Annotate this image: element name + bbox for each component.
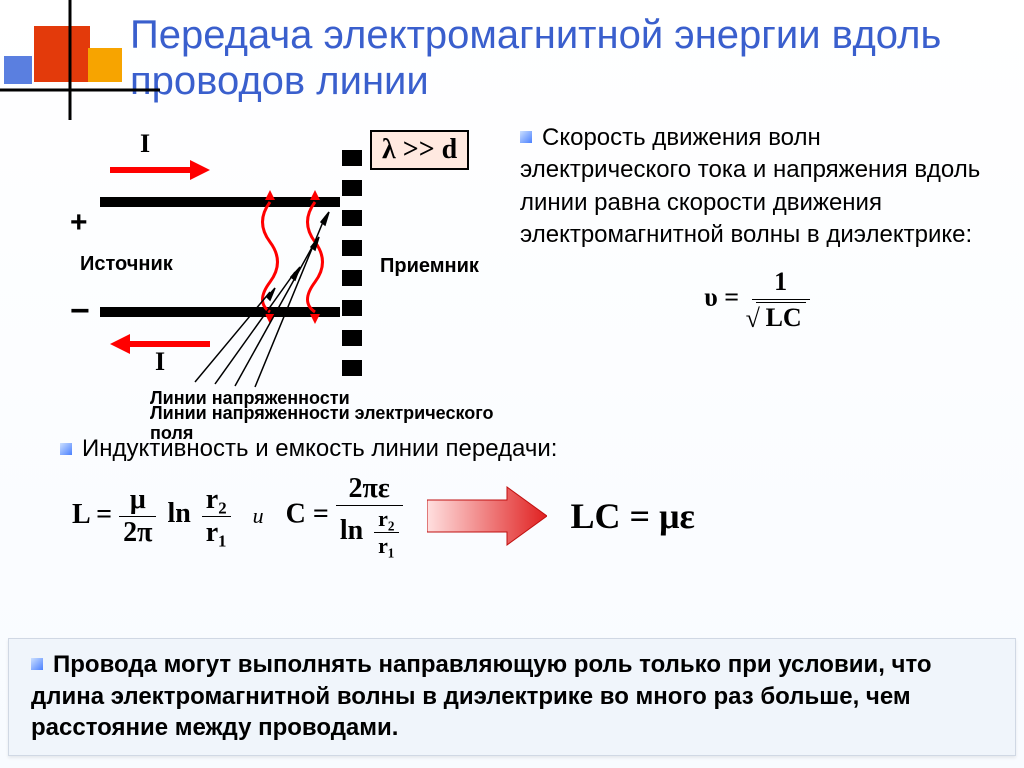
plus-terminal: + <box>70 206 88 239</box>
transmission-line-diagram: I + Источник − I <box>60 122 500 417</box>
lambda-condition-box: λ >> d <box>370 130 469 170</box>
velocity-denom-text: LC <box>766 303 802 332</box>
velocity-formula: υ = 1 √ LC <box>520 264 994 335</box>
c-r1: r₁ <box>374 533 398 559</box>
content-area: I + Источник − I <box>0 114 1024 559</box>
velocity-lhs: υ = <box>704 282 739 311</box>
l-num: μ <box>119 484 156 517</box>
footer-paragraph: Провода могут выполнять направляющую рол… <box>31 649 993 743</box>
l-den: 2π <box>119 517 156 549</box>
result-formula: LC = με <box>571 495 695 537</box>
c-den: ln r₂ r₁ <box>336 506 403 559</box>
minus-terminal: − <box>70 292 90 330</box>
current-label-bottom: I <box>155 347 165 376</box>
current-label-top: I <box>140 129 150 158</box>
velocity-denominator: √ LC <box>752 300 810 335</box>
c-r2: r₂ <box>374 506 398 533</box>
page-title: Передача электромагнитной энергии вдоль … <box>130 12 994 104</box>
title-area: Передача электромагнитной энергии вдоль … <box>0 0 1024 114</box>
bullet-icon <box>60 443 72 455</box>
source-label: Источник <box>80 253 174 275</box>
c-lhs: C = <box>286 498 329 529</box>
receiver-label: Приемник <box>380 255 480 277</box>
footer-box: Провода могут выполнять направляющую рол… <box>8 638 1016 756</box>
c-num: 2πε <box>336 473 403 506</box>
receiver-icon <box>342 150 362 376</box>
velocity-numerator: 1 <box>752 264 810 300</box>
result-arrow-icon <box>427 485 547 547</box>
l-ln: ln <box>167 498 190 529</box>
bullet-icon <box>520 131 532 143</box>
upper-section: I + Источник − I <box>60 122 994 417</box>
l-formula: L = μ 2π ln r₂ r₁ <box>72 484 231 549</box>
l-r2: r₂ <box>202 484 231 517</box>
c-ln: ln <box>340 515 363 546</box>
field-lines-caption-text: Линии напряженности электрического поля <box>150 404 500 444</box>
c-formula: C = 2πε ln r₂ r₁ <box>286 473 403 559</box>
footer-text: Провода могут выполнять направляющую рол… <box>31 651 932 740</box>
l-r1: r₁ <box>202 517 231 549</box>
right-column: Скорость движения волн электрического то… <box>500 122 994 417</box>
connector-text: и <box>253 503 264 529</box>
l-lhs: L = <box>72 498 112 529</box>
formula-row: L = μ 2π ln r₂ r₁ и C = 2πε ln r₂ r₁ <box>60 473 994 559</box>
right-paragraph-text: Скорость движения волн электрического то… <box>520 124 980 248</box>
bullet-icon <box>31 658 43 670</box>
title-decoration-icon <box>0 0 160 120</box>
right-paragraph: Скорость движения волн электрического то… <box>520 122 994 252</box>
